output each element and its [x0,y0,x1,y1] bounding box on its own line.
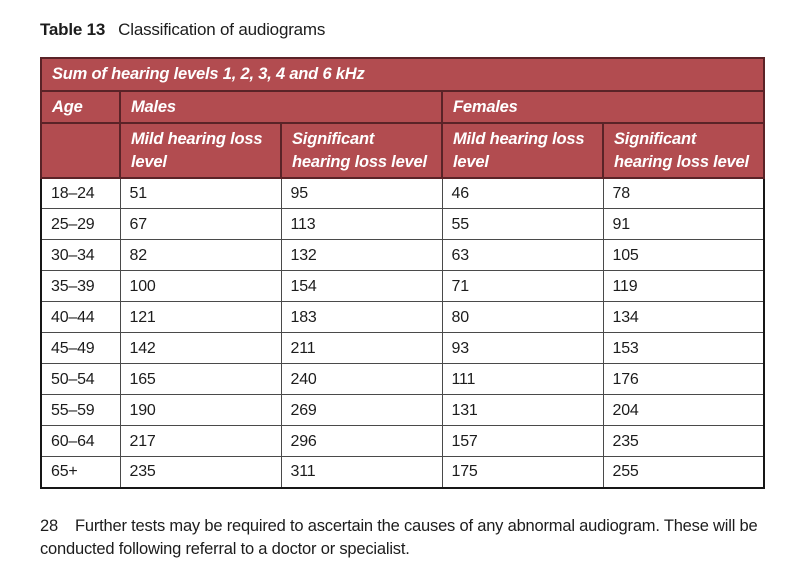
males-significant-cell: 113 [280,208,443,241]
females-mild-cell: 80 [441,301,604,334]
females-mild-cell: 46 [441,177,604,210]
age-cell: 30–34 [40,239,121,272]
females-mild-cell: 175 [441,456,604,489]
footnote-paragraph: 28 Further tests may be required to ascer… [40,515,764,562]
table-row: 40–44 121 183 80 134 [40,301,765,334]
females-mild-column-header: Mild hearing loss level [441,122,604,179]
table-row: 50–54 165 240 111 176 [40,363,765,396]
table-row: 60–64 217 296 157 235 [40,425,765,458]
males-significant-cell: 296 [280,425,443,458]
females-significant-cell: 204 [602,394,765,427]
table-row: 35–39 100 154 71 119 [40,270,765,303]
males-mild-cell: 217 [119,425,282,458]
table-body: 18–24 51 95 46 78 25–29 67 113 55 91 30–34 82 132 63 1… [40,177,765,489]
females-significant-cell: 134 [602,301,765,334]
males-significant-cell: 269 [280,394,443,427]
females-mild-cell: 71 [441,270,604,303]
males-mild-cell: 190 [119,394,282,427]
table-row: 65+ 235 311 175 255 [40,456,765,489]
age-empty-header-cell [40,122,121,179]
females-significant-cell: 176 [602,363,765,396]
age-cell: 60–64 [40,425,121,458]
females-significant-cell: 153 [602,332,765,365]
footnote-number: 28 [40,516,58,535]
females-group-header: Females [440,89,766,125]
males-mild-cell: 235 [119,456,282,489]
table-row: 18–24 51 95 46 78 [40,177,765,210]
males-group-header: Males [119,89,443,125]
males-mild-cell: 165 [119,363,282,396]
age-cell: 65+ [40,456,121,489]
males-significant-cell: 183 [280,301,443,334]
females-significant-cell: 235 [602,425,765,458]
males-mild-cell: 121 [119,301,282,334]
males-significant-cell: 154 [280,270,443,303]
table-header: Sum of hearing levels 1, 2, 3, 4 and 6 k… [39,57,766,179]
males-significant-cell: 95 [280,177,443,210]
footnote-text: Further tests may be required to ascerta… [40,516,758,559]
age-cell: 35–39 [40,270,121,303]
age-cell: 18–24 [40,177,121,210]
table-row: 30–34 82 132 63 105 [40,239,765,272]
females-significant-cell: 91 [602,208,765,241]
males-mild-cell: 100 [119,270,282,303]
males-mild-cell: 51 [119,177,282,210]
females-significant-column-header: Significant hearing loss level [601,122,766,179]
table-row: 45–49 142 211 93 153 [40,332,765,365]
females-significant-cell: 119 [602,270,765,303]
table-caption-label: Table 13 [40,20,106,39]
header-row-groups: Age Males Females [40,89,766,125]
females-mild-cell: 55 [441,208,604,241]
males-significant-cell: 132 [280,239,443,272]
males-mild-cell: 142 [119,332,282,365]
males-significant-cell: 211 [280,332,443,365]
age-cell: 50–54 [40,363,121,396]
header-row-title: Sum of hearing levels 1, 2, 3, 4 and 6 k… [39,57,766,92]
males-mild-cell: 67 [119,208,282,241]
age-cell: 45–49 [40,332,121,365]
table-caption: Table 13 Classification of audiograms [40,20,765,40]
header-row-subcolumns: Mild hearing loss level Significant hear… [40,122,766,179]
age-cell: 25–29 [40,208,121,241]
table-caption-text: Classification of audiograms [118,20,326,39]
females-mild-cell: 63 [441,239,604,272]
table-row: 25–29 67 113 55 91 [40,208,765,241]
table-row: 55–59 190 269 131 204 [40,394,765,427]
females-mild-cell: 131 [441,394,604,427]
females-mild-cell: 157 [441,425,604,458]
males-mild-column-header: Mild hearing loss level [119,122,282,179]
females-mild-cell: 93 [441,332,604,365]
females-significant-cell: 105 [602,239,765,272]
females-mild-cell: 111 [441,363,604,396]
sum-hearing-levels-header: Sum of hearing levels 1, 2, 3, 4 and 6 k… [39,57,766,92]
age-cell: 55–59 [40,394,121,427]
age-column-header: Age [40,89,121,125]
age-cell: 40–44 [40,301,121,334]
audiogram-classification-table: Sum of hearing levels 1, 2, 3, 4 and 6 k… [39,57,766,489]
males-significant-column-header: Significant hearing loss level [280,122,443,179]
males-significant-cell: 240 [280,363,443,396]
females-significant-cell: 78 [602,177,765,210]
males-mild-cell: 82 [119,239,282,272]
females-significant-cell: 255 [602,456,765,489]
males-significant-cell: 311 [280,456,443,489]
